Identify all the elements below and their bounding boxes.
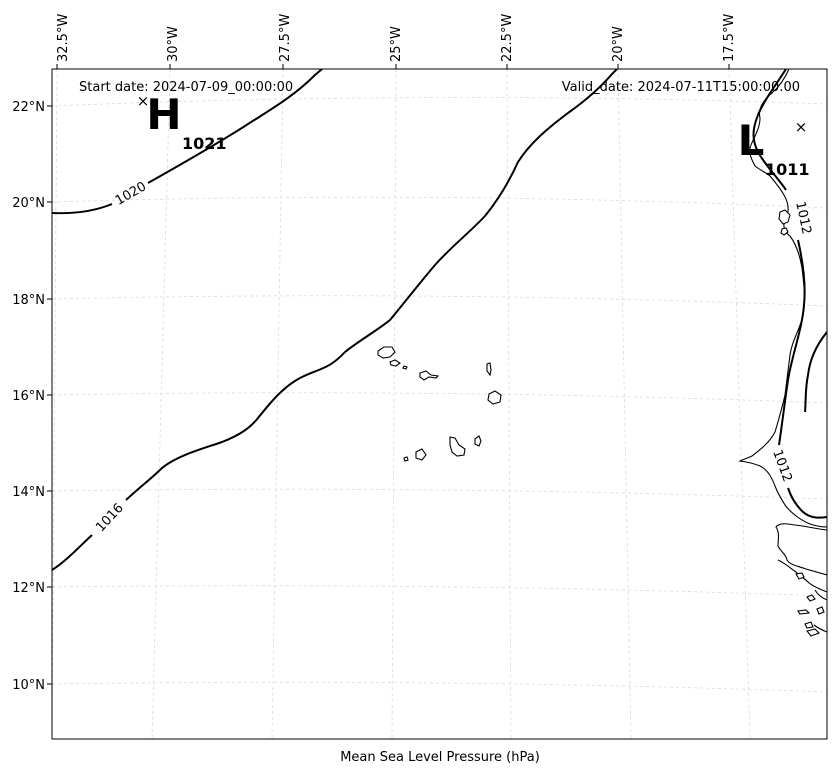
island-sierra-1 xyxy=(797,609,811,615)
high-center-marker: × xyxy=(137,92,150,110)
low-center-value: 1011 xyxy=(765,160,810,179)
map-footer-label: Mean Sea Level Pressure (hPa) xyxy=(340,750,540,765)
parallel-20n xyxy=(52,196,827,209)
lon-label-25w: 25°W xyxy=(389,26,404,62)
lat-label-18n: 18°N xyxy=(12,293,45,308)
axis-ticks xyxy=(47,64,730,685)
lat-label-12n: 12°N xyxy=(12,581,45,596)
coastline-guinea-bissau xyxy=(775,523,827,576)
start-date-label: Start date: 2024-07-09_00:00:00 xyxy=(79,80,293,95)
meridian-22-5w xyxy=(506,69,512,739)
island-dakar-area xyxy=(778,209,791,225)
parallel-10n xyxy=(52,681,827,693)
lat-label-22n: 22°N xyxy=(12,100,45,115)
parallel-14n xyxy=(52,488,827,500)
lon-label-17-5w: 17.5°W xyxy=(722,14,737,62)
lon-tick-labels: 32.5°W 30°W 27.5°W 25°W 22.5°W 20°W 17.5… xyxy=(56,14,737,62)
lon-label-32-5w: 32.5°W xyxy=(56,14,71,62)
parallel-16n xyxy=(52,392,827,404)
isobars xyxy=(52,69,827,571)
plot-frame xyxy=(51,68,828,740)
lat-tick-labels: 22°N 20°N 18°N 16°N 14°N 12°N 10°N xyxy=(12,100,45,693)
valid-date-label: Valid_date: 2024-07-11T15:00:00.00 xyxy=(562,80,800,95)
lon-label-27-5w: 27.5°W xyxy=(278,14,293,62)
high-center-letter: H xyxy=(146,90,181,139)
isobar-label-1020: 1020 xyxy=(113,179,149,209)
low-pressure-center: × L 1011 xyxy=(738,116,810,179)
low-center-marker: × xyxy=(795,118,808,136)
island-bijagos-2 xyxy=(806,594,816,602)
island-maio xyxy=(474,435,482,447)
lat-label-10n: 10°N xyxy=(12,678,45,693)
plot-area xyxy=(52,69,827,739)
parallel-22n xyxy=(52,97,827,107)
high-center-value: 1021 xyxy=(182,134,227,153)
parallel-18n xyxy=(52,295,827,307)
island-brava xyxy=(403,456,409,462)
africa-coast xyxy=(738,69,827,637)
isobar-label-1016: 1016 xyxy=(93,501,127,535)
meridian-17-5w xyxy=(728,69,751,739)
low-center-letter: L xyxy=(738,116,765,165)
island-coast-small xyxy=(780,227,789,236)
isobar-1020 xyxy=(52,69,323,215)
island-bijagos-3 xyxy=(816,606,825,615)
lon-label-30w: 30°W xyxy=(166,26,181,62)
island-santa-luzia xyxy=(402,365,408,370)
high-pressure-center: × H 1021 xyxy=(137,90,227,153)
island-bijagos-1 xyxy=(795,572,805,580)
island-sierra-3 xyxy=(806,628,820,637)
graticule xyxy=(52,69,827,739)
parallel-12n xyxy=(52,585,827,597)
lat-label-16n: 16°N xyxy=(12,389,45,404)
island-sao-nicolau xyxy=(419,370,440,381)
island-sierra-2 xyxy=(804,621,814,629)
coastline-south-edge xyxy=(813,589,827,633)
lat-label-14n: 14°N xyxy=(12,485,45,500)
isobar-1012-ne-edge xyxy=(804,331,827,413)
isobar-1012-north xyxy=(752,69,827,519)
meridian-32-5w xyxy=(52,69,58,739)
meridian-20w xyxy=(617,69,632,739)
lat-label-20n: 20°N xyxy=(12,196,45,211)
island-santo-antao xyxy=(377,346,396,359)
meridian-25w xyxy=(391,69,397,739)
isobar-labels: 1020 1016 1012 1012 xyxy=(93,179,814,535)
island-fogo xyxy=(415,448,427,461)
isobar-1016 xyxy=(52,69,618,571)
meridian-30w xyxy=(151,69,171,739)
isobar-label-1012-south: 1012 xyxy=(769,448,794,484)
island-sao-vicente xyxy=(389,359,401,367)
island-santiago xyxy=(449,436,466,457)
coastline-west-africa xyxy=(738,69,827,528)
isobar-label-1012-north: 1012 xyxy=(792,200,814,235)
cape-verde-islands xyxy=(377,346,502,462)
island-boa-vista xyxy=(487,390,502,405)
lon-label-22-5w: 22.5°W xyxy=(500,14,515,62)
meridian-27-5w xyxy=(271,69,284,739)
lon-label-20w: 20°W xyxy=(611,26,626,62)
island-sal xyxy=(486,362,492,377)
